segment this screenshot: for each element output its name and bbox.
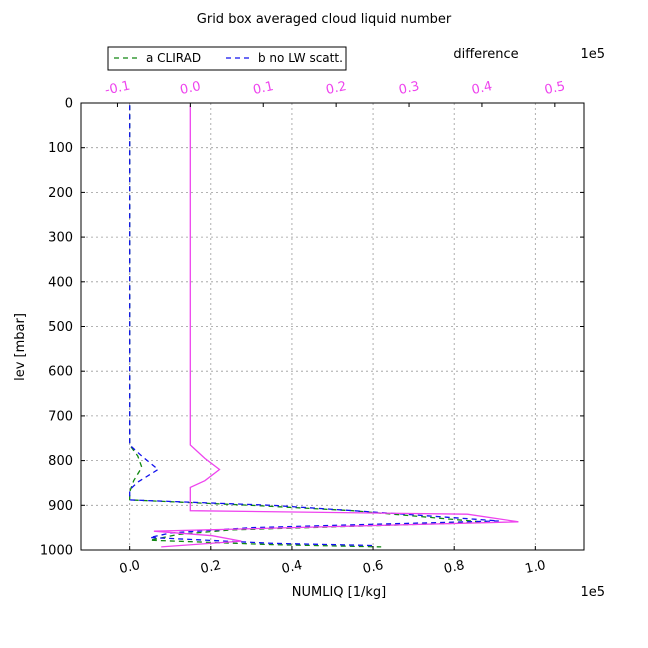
x-axis-label: NUMLIQ [1/kg] — [292, 585, 386, 600]
top-axis-label: difference — [453, 47, 518, 62]
series-line-b-no-lw-scatt — [129, 105, 499, 547]
y-tick-label: 500 — [48, 320, 73, 335]
top-tick-label: 0.5 — [543, 79, 566, 98]
y-tick-label: 600 — [48, 365, 73, 380]
top-tick-label: 0.4 — [470, 79, 493, 98]
legend-label-b-no-lw-scatt: b no LW scatt. — [258, 51, 343, 65]
top-tick-label: 0.2 — [325, 79, 348, 98]
x-tick-label: 0.2 — [199, 558, 222, 577]
top-offset-label: 1e5 — [580, 47, 605, 62]
top-tick-label: -0.1 — [104, 79, 132, 99]
y-tick-label: 1000 — [40, 544, 73, 559]
series-layer — [129, 105, 519, 548]
x-tick-label: 0.6 — [361, 558, 384, 577]
x-tick-label: 0.4 — [280, 558, 303, 577]
tick-layer: 0.0 0.2 0.4 0.6 0.8 1.0 0 100 200 300 400 500 600 700… — [40, 79, 584, 577]
top-tick-label: 0.1 — [252, 79, 275, 98]
y-tick-label: 900 — [48, 499, 73, 514]
y-tick-label: 200 — [48, 186, 73, 201]
x-tick-label: 1.0 — [524, 558, 547, 577]
x-tick-label: 0.0 — [118, 558, 141, 577]
legend-label-a-clirad: a CLIRAD — [146, 51, 201, 65]
x-tick-label: 0.8 — [443, 558, 466, 577]
series-line-difference — [153, 105, 519, 548]
y-tick-label: 400 — [48, 275, 73, 290]
top-tick-label: 0.3 — [397, 79, 420, 98]
legend: a CLIRAD b no LW scatt. — [107, 46, 347, 71]
y-tick-label: 0 — [65, 97, 73, 112]
y-tick-label: 300 — [48, 231, 73, 246]
y-tick-label: 800 — [48, 454, 73, 469]
y-tick-label: 700 — [48, 409, 73, 424]
x-offset-label: 1e5 — [580, 585, 605, 600]
top-tick-label: 0.0 — [179, 79, 202, 98]
y-tick-label: 100 — [48, 141, 73, 156]
series-line-a-clirad — [129, 105, 487, 548]
chart-title: Grid box averaged cloud liquid number — [197, 12, 452, 27]
y-axis-label: lev [mbar] — [13, 313, 28, 381]
